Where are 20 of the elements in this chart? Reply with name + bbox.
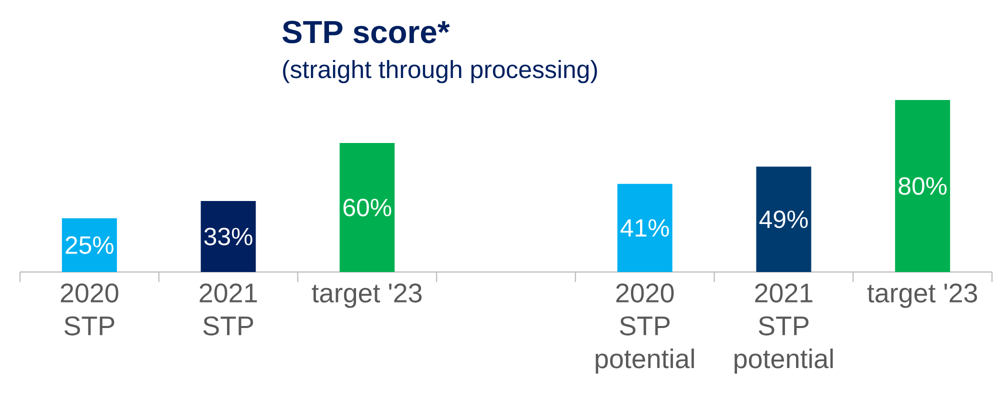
x-tick-label: target '23	[867, 284, 978, 308]
data-label: 80%	[898, 177, 947, 195]
bar	[756, 166, 812, 272]
data-label: 41%	[620, 219, 669, 237]
data-label: 60%	[343, 198, 392, 216]
data-label: 25%	[66, 236, 114, 254]
data-label: 33%	[204, 228, 252, 246]
bar	[340, 143, 395, 272]
x-tick-label: target '23	[312, 284, 422, 308]
bar	[895, 100, 950, 272]
bar	[200, 201, 256, 272]
chart-subtitle: (straight through processing)	[283, 60, 597, 84]
x-tick-label: 2020 STP potential	[596, 284, 694, 374]
x-tick-label: 2021 STP potential	[734, 284, 833, 374]
x-tick-label: 2020 STP	[60, 284, 118, 336]
x-tick-label: 2021 STP	[200, 284, 257, 336]
chart-title: STP score*	[282, 20, 450, 44]
bar	[62, 218, 117, 272]
bar	[617, 184, 672, 272]
data-label: 49%	[759, 210, 808, 228]
